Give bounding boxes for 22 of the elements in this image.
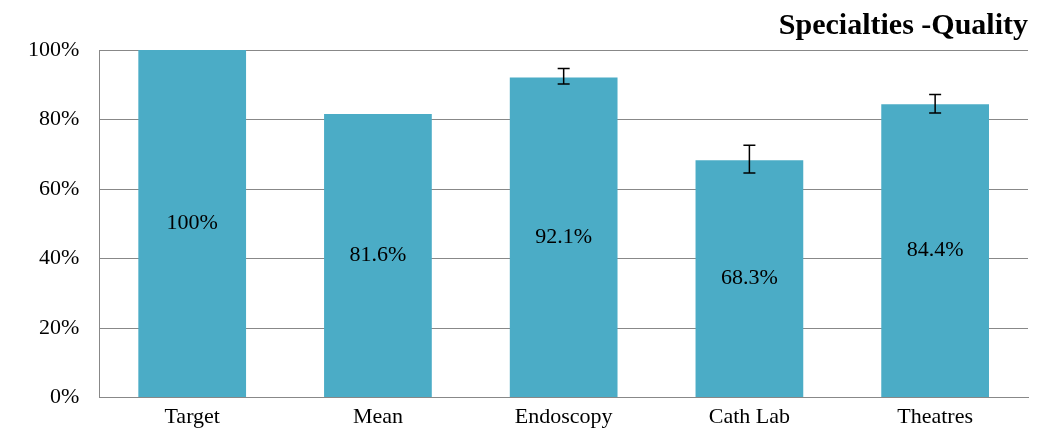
y-tick-label: 100% — [28, 35, 80, 61]
x-tick-label: Mean — [352, 402, 403, 428]
bar — [695, 160, 804, 398]
data-label: 100% — [166, 209, 218, 235]
x-tick-label: Cath Lab — [708, 402, 791, 428]
bar — [881, 104, 989, 398]
data-label: 68.3% — [720, 264, 778, 290]
y-tick-label: 60% — [39, 174, 80, 200]
y-tick-label: 20% — [39, 313, 80, 339]
x-tick-label: Target — [164, 402, 220, 428]
data-label: 92.1% — [535, 223, 593, 249]
y-tick-label: 0% — [50, 383, 80, 409]
x-tick-label: Endoscopy — [514, 402, 613, 428]
chart-title: Specialties -Quality — [778, 6, 1028, 40]
bar — [138, 50, 247, 398]
bar — [509, 77, 618, 398]
bar — [324, 113, 432, 398]
x-tick-label: Theatres — [897, 402, 973, 428]
data-label: 81.6% — [349, 241, 407, 267]
y-tick-label: 40% — [39, 244, 80, 270]
data-label: 84.4% — [906, 236, 964, 262]
y-tick-label: 80% — [39, 105, 80, 131]
